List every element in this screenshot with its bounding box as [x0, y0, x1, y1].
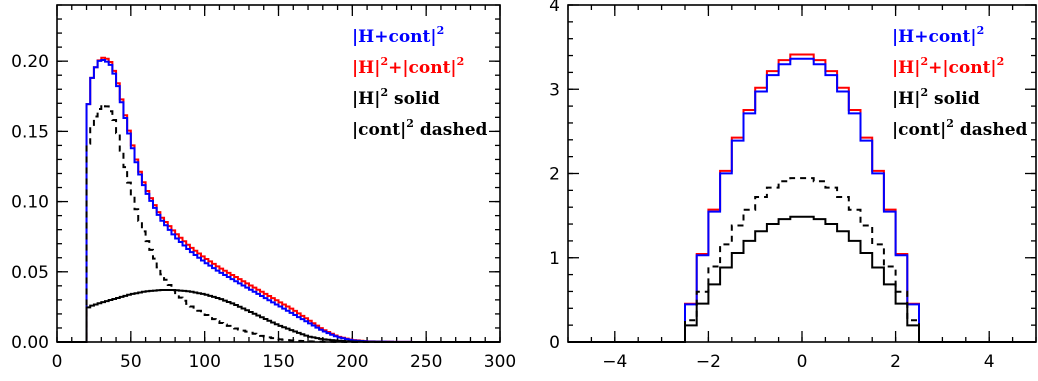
- plot-frame: [56, 4, 501, 343]
- y-tick-label: 3: [549, 80, 560, 100]
- x-tick-label: 0: [52, 352, 63, 372]
- y-tick-label: 0: [549, 333, 560, 353]
- x-tick-label: 0: [797, 352, 808, 372]
- y-tick-label: 0.20: [11, 52, 49, 72]
- x-tick-label: 250: [410, 352, 442, 372]
- x-tick-label: −2: [696, 352, 721, 372]
- x-tick-label: 4: [984, 352, 995, 372]
- right-chart-panel: −4 −2 0 2 4 0 1 2 3 4 |H+cont|2 |H|2+|cont|2 |H|2 so…: [549, 0, 1037, 372]
- x-tick-label: 200: [336, 352, 368, 372]
- y-tick-label: 1: [549, 249, 560, 269]
- x-tick-label: −4: [602, 352, 627, 372]
- x-tick-label: 150: [262, 352, 294, 372]
- legend-entry: |H|2+|cont|2: [892, 55, 1004, 78]
- x-tick-label: 100: [188, 352, 220, 372]
- histogram-dashed: [57, 103, 500, 343]
- legend-entry: |H+cont|2: [892, 24, 984, 47]
- y-tick-label: 0.00: [11, 333, 49, 353]
- y-tick-label: 2: [549, 165, 560, 185]
- y-tick-label: 0.10: [11, 193, 49, 213]
- x-tick-label: 300: [484, 352, 516, 372]
- legend-entry: |cont|2 dashed: [892, 117, 1028, 140]
- legend-entry: |H|2+|cont|2: [352, 55, 464, 78]
- legend-entry: |cont|2 dashed: [352, 117, 488, 140]
- x-tick-label: 2: [890, 352, 901, 372]
- y-tick-label: 0.15: [11, 122, 49, 142]
- histogram-dashed: [568, 177, 1036, 343]
- y-tick-label: 4: [549, 0, 560, 16]
- legend-entry: |H|2 solid: [892, 86, 980, 109]
- left-chart-panel: 0 50 100 150 200 250 300 0.00 0.05 0.10 0.15 0.20 |H…: [11, 4, 516, 372]
- legend-entry: |H+cont|2: [352, 24, 444, 47]
- legend-entry: |H|2 solid: [352, 86, 440, 109]
- x-tick-label: 50: [120, 352, 142, 372]
- histogram-solid: [568, 215, 1036, 343]
- y-tick-label: 0.05: [11, 263, 49, 283]
